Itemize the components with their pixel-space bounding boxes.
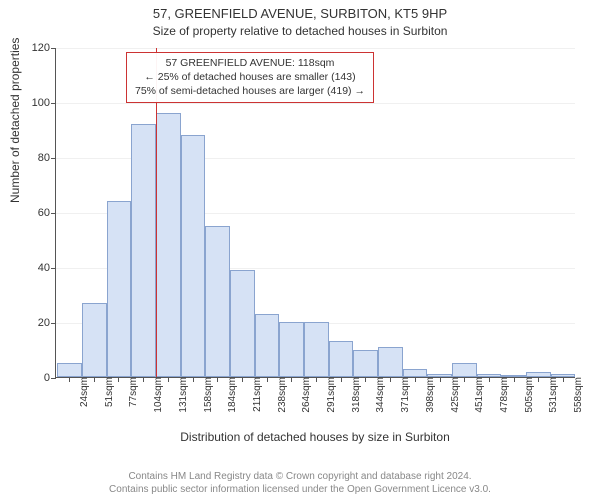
- x-tick-label: 531sqm: [542, 377, 559, 413]
- footer-line-2: Contains public sector information licen…: [0, 484, 600, 497]
- x-tick-label: 425sqm: [444, 377, 461, 413]
- x-tick-label: 558sqm: [567, 377, 584, 413]
- x-tick-mark: [291, 377, 292, 382]
- chart-title: 57, GREENFIELD AVENUE, SURBITON, KT5 9HP: [0, 0, 600, 22]
- x-tick-label: 238sqm: [271, 377, 288, 413]
- legend-line-3: 75% of semi-detached houses are larger (…: [135, 84, 365, 98]
- x-tick-label: 398sqm: [419, 377, 436, 413]
- histogram-bar: [378, 347, 403, 377]
- x-tick-label: 478sqm: [493, 377, 510, 413]
- legend-line-1: 57 GREENFIELD AVENUE: 118sqm: [135, 56, 365, 70]
- histogram-bar: [205, 226, 230, 377]
- x-tick-mark: [168, 377, 169, 382]
- y-tick-label: 20: [38, 317, 56, 329]
- x-tick-mark: [538, 377, 539, 382]
- gridline: [56, 103, 575, 104]
- footer-line-1: Contains HM Land Registry data © Crown c…: [0, 471, 600, 484]
- x-tick-mark: [415, 377, 416, 382]
- histogram-bar: [107, 201, 131, 377]
- x-tick-label: 184sqm: [221, 377, 238, 413]
- histogram-plot: 02040608010012024sqm51sqm77sqm104sqm131s…: [55, 48, 575, 378]
- histogram-bar: [181, 135, 205, 377]
- histogram-bar: [279, 322, 304, 377]
- x-tick-label: 371sqm: [394, 377, 411, 413]
- x-tick-label: 451sqm: [468, 377, 485, 413]
- histogram-bar: [255, 314, 279, 377]
- x-tick-label: 344sqm: [369, 377, 386, 413]
- histogram-bar: [82, 303, 107, 377]
- histogram-bar: [156, 113, 181, 377]
- x-tick-mark: [464, 377, 465, 382]
- histogram-bar: [230, 270, 255, 377]
- gridline: [56, 48, 575, 49]
- x-tick-label: 77sqm: [122, 377, 139, 407]
- x-tick-mark: [118, 377, 119, 382]
- y-tick-label: 0: [44, 372, 56, 384]
- x-tick-mark: [563, 377, 564, 382]
- y-tick-label: 100: [32, 97, 56, 109]
- x-tick-mark: [94, 377, 95, 382]
- histogram-bar: [131, 124, 156, 377]
- footer-attribution: Contains HM Land Registry data © Crown c…: [0, 471, 600, 496]
- x-tick-label: 104sqm: [147, 377, 164, 413]
- histogram-bar: [403, 369, 427, 377]
- x-tick-mark: [217, 377, 218, 382]
- y-tick-label: 120: [32, 42, 56, 54]
- x-tick-mark: [193, 377, 194, 382]
- x-tick-mark: [489, 377, 490, 382]
- x-tick-mark: [390, 377, 391, 382]
- x-tick-label: 158sqm: [197, 377, 214, 413]
- histogram-bar: [452, 363, 477, 377]
- y-axis-label: Number of detached properties: [8, 38, 22, 203]
- x-tick-label: 51sqm: [98, 377, 115, 407]
- histogram-bar: [353, 350, 378, 378]
- x-tick-mark: [267, 377, 268, 382]
- x-tick-mark: [242, 377, 243, 382]
- y-tick-label: 40: [38, 262, 56, 274]
- chart-subtitle: Size of property relative to detached ho…: [0, 24, 600, 38]
- x-tick-label: 24sqm: [73, 377, 90, 407]
- x-tick-label: 131sqm: [172, 377, 189, 413]
- x-tick-mark: [514, 377, 515, 382]
- y-tick-label: 60: [38, 207, 56, 219]
- x-tick-label: 505sqm: [518, 377, 535, 413]
- x-tick-mark: [365, 377, 366, 382]
- x-tick-mark: [69, 377, 70, 382]
- x-tick-label: 291sqm: [320, 377, 337, 413]
- x-tick-label: 318sqm: [345, 377, 362, 413]
- histogram-bar: [304, 322, 329, 377]
- x-tick-mark: [143, 377, 144, 382]
- x-tick-mark: [341, 377, 342, 382]
- histogram-bar: [329, 341, 353, 377]
- legend-box: 57 GREENFIELD AVENUE: 118sqm← 25% of det…: [126, 52, 374, 103]
- x-axis-label: Distribution of detached houses by size …: [55, 430, 575, 444]
- x-tick-mark: [316, 377, 317, 382]
- x-tick-label: 211sqm: [246, 377, 263, 412]
- legend-line-2: ← 25% of detached houses are smaller (14…: [135, 70, 365, 84]
- histogram-bar: [57, 363, 82, 377]
- page: 57, GREENFIELD AVENUE, SURBITON, KT5 9HP…: [0, 0, 600, 500]
- x-tick-mark: [440, 377, 441, 382]
- y-tick-label: 80: [38, 152, 56, 164]
- x-tick-label: 264sqm: [295, 377, 312, 413]
